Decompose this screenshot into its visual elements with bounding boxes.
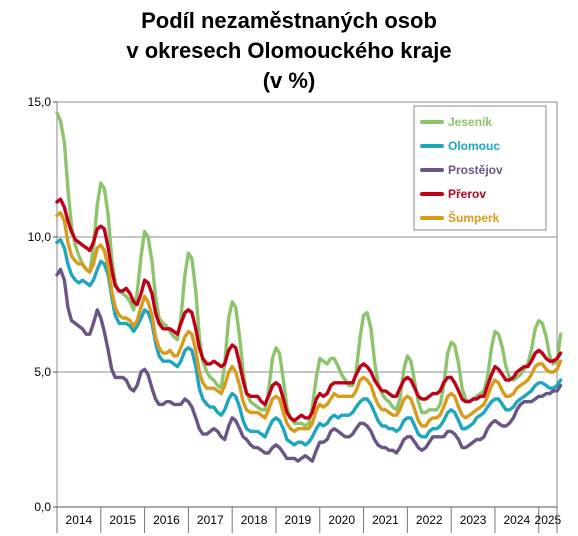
series-lines [55, 111, 563, 463]
y-tick-label: 5,0 [34, 365, 51, 379]
chart-title-line-1: Podíl nezaměstnaných osob [141, 8, 437, 33]
series-line-4 [55, 197, 563, 423]
x-tick-label: 2020 [328, 513, 355, 527]
y-tick-label: 15,0 [28, 95, 52, 109]
x-axis: 2014 2015 2016 2017 2018 2019 2020 2021 2022 2023… [56, 506, 562, 533]
series-line-1 [55, 111, 563, 428]
legend-label-2: Olomouc [448, 139, 500, 153]
series-line-5 [55, 210, 563, 434]
x-tick-label: 2023 [460, 513, 487, 527]
chart-title-line-2: v okresech Olomouckého kraje [126, 38, 451, 63]
legend-label-3: Prostějov [448, 163, 503, 177]
y-tick-label: 10,0 [28, 230, 52, 244]
chart-title: Podíl nezaměstnaných osob v okresech Olo… [126, 8, 451, 93]
x-tick-label: 2016 [153, 513, 180, 527]
x-tick-label: 2014 [66, 513, 93, 527]
x-tick-label: 2018 [241, 513, 268, 527]
legend-label-4: Přerov [448, 187, 486, 201]
x-tick-label: 2021 [372, 513, 399, 527]
x-tick-label: 2017 [197, 513, 224, 527]
legend: Jeseník Olomouc Prostějov Přerov Šumperk [413, 105, 547, 231]
y-axis-ticks: 0,0 5,0 10,0 15,0 [28, 95, 57, 514]
legend-label-1: Jeseník [448, 115, 492, 129]
x-tick-label: 2025 [535, 513, 562, 527]
x-tick-label: 2015 [109, 513, 136, 527]
chart-title-line-3: (v %) [263, 68, 316, 93]
y-tick-label: 0,0 [34, 500, 51, 514]
legend-label-5: Šumperk [448, 210, 500, 225]
x-tick-label: 2019 [285, 513, 312, 527]
series-line-3 [55, 267, 563, 463]
series-line-2 [55, 237, 563, 447]
x-tick-label: 2022 [416, 513, 443, 527]
x-tick-label: 2024 [504, 513, 531, 527]
